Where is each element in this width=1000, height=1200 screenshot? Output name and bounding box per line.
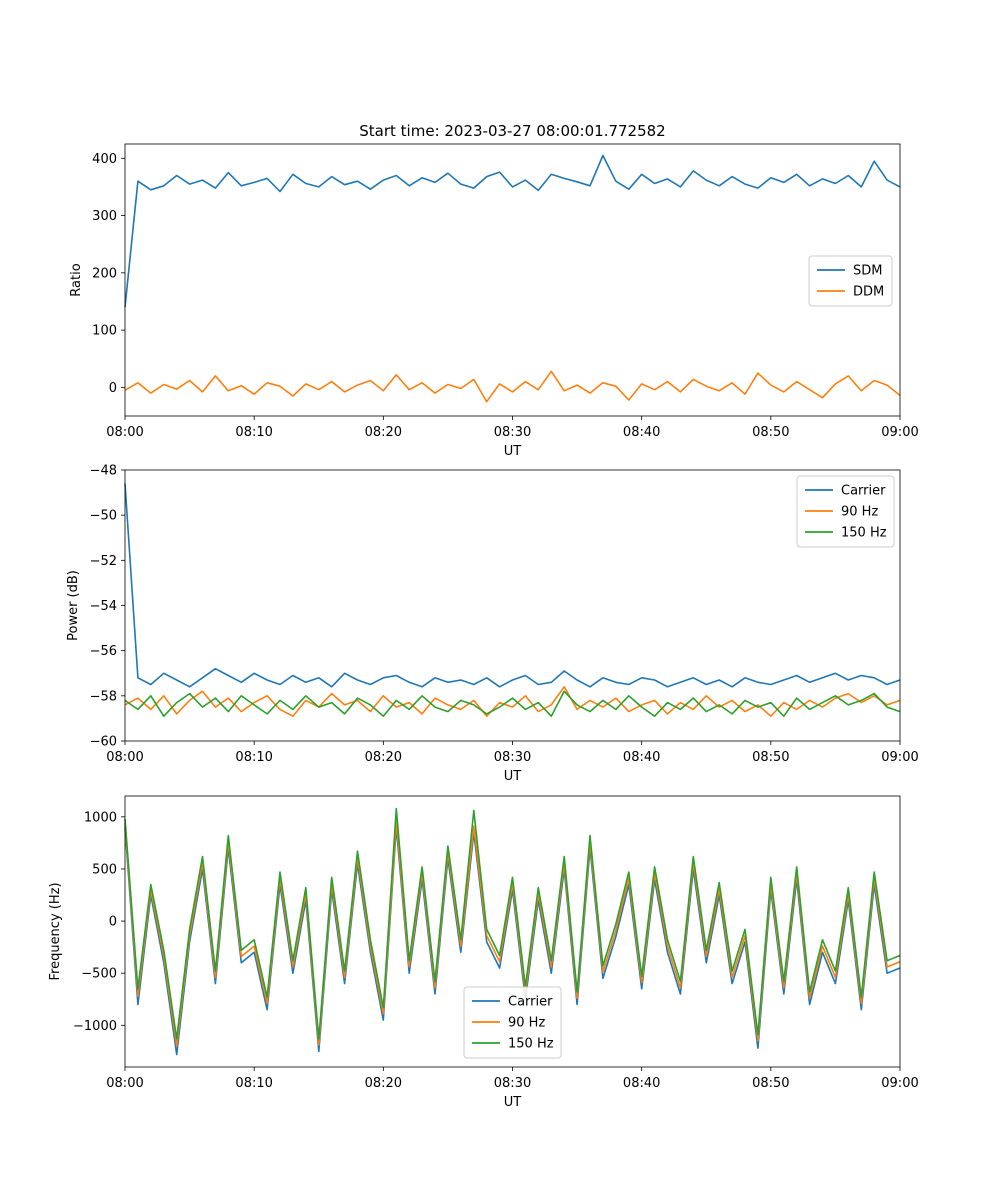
- x-tick-label: 08:00: [106, 1076, 143, 1091]
- x-axis-label: UT: [504, 444, 522, 459]
- y-tick-label: −58: [90, 689, 117, 704]
- legend-label: 150 Hz: [508, 1037, 554, 1052]
- y-tick-label: 500: [92, 862, 117, 877]
- legend-label: Carrier: [841, 484, 886, 499]
- y-axis-label: Frequency (Hz): [48, 882, 63, 980]
- y-tick-label: 200: [92, 266, 117, 281]
- chart-2: 08:00 08:10 08:20 08:30 08:40 08:50 09:00 −60 −5…: [66, 464, 919, 785]
- x-tick-label: 09:00: [881, 750, 918, 765]
- chart-title: Start time: 2023-03-27 08:00:01.772582: [359, 122, 665, 140]
- y-tick-label: 400: [92, 152, 117, 167]
- x-tick-label: 08:40: [623, 750, 660, 765]
- series-line-ddm: [124, 370, 901, 403]
- x-tick-label: 08:20: [365, 425, 402, 440]
- y-tick-label: −54: [90, 599, 117, 614]
- x-axis-label: UT: [504, 1095, 522, 1110]
- legend: SDM DDM: [808, 255, 893, 307]
- y-tick-label: −48: [90, 464, 117, 479]
- x-tick-label: 08:40: [623, 425, 660, 440]
- y-tick-label: −56: [90, 644, 117, 659]
- x-axis-label: UT: [504, 769, 522, 784]
- legend: Carrier 90 Hz 150 Hz: [796, 475, 895, 548]
- chart-1: 08:00 08:10 08:20 08:30 08:40 08:50 09:00 0 100 2…: [69, 122, 919, 459]
- y-tick-label: −52: [90, 554, 117, 569]
- legend-label: 90 Hz: [508, 1016, 545, 1031]
- legend-box: [463, 986, 562, 1059]
- series-line-carrier: [124, 483, 901, 688]
- y-axis-label: Ratio: [69, 263, 84, 296]
- legend-label: Carrier: [508, 995, 553, 1010]
- x-tick-label: 09:00: [881, 425, 918, 440]
- x-tick-label: 08:00: [106, 750, 143, 765]
- chart-3: 08:00 08:10 08:20 08:30 08:40 08:50 09:00 −1000…: [48, 795, 919, 1110]
- series-line-90-hz: [124, 685, 901, 718]
- x-tick-label: 08:30: [494, 425, 531, 440]
- y-tick-label: −500: [81, 967, 117, 982]
- y-tick-label: −60: [90, 735, 117, 750]
- x-tick-label: 08:50: [752, 425, 789, 440]
- x-tick-label: 08:10: [235, 750, 272, 765]
- x-tick-label: 09:00: [881, 1076, 918, 1091]
- legend-label: 90 Hz: [841, 505, 878, 520]
- legend-label: 150 Hz: [841, 526, 887, 541]
- y-tick-label: −50: [90, 509, 117, 524]
- legend-label: SDM: [853, 264, 882, 279]
- legend-box: [808, 255, 893, 307]
- series-line-150-hz: [124, 807, 901, 1040]
- x-tick-label: 08:30: [494, 750, 531, 765]
- y-tick-label: −1000: [73, 1019, 117, 1034]
- x-tick-label: 08:10: [235, 1076, 272, 1091]
- y-tick-label: 0: [109, 381, 117, 396]
- x-tick-label: 08:50: [752, 1076, 789, 1091]
- x-tick-label: 08:00: [106, 425, 143, 440]
- x-tick-label: 08:10: [235, 425, 272, 440]
- series-line-150-hz: [124, 690, 901, 718]
- legend: Carrier 90 Hz 150 Hz: [463, 986, 562, 1059]
- x-tick-label: 08:20: [365, 1076, 402, 1091]
- x-tick-label: 08:30: [494, 1076, 531, 1091]
- series-line-sdm: [124, 154, 901, 308]
- y-tick-label: 300: [92, 209, 117, 224]
- plot-frame: [124, 469, 901, 742]
- legend-label: DDM: [853, 285, 884, 300]
- y-axis-label: Power (dB): [66, 570, 81, 641]
- y-tick-label: 0: [109, 915, 117, 930]
- x-tick-label: 08:40: [623, 1076, 660, 1091]
- x-tick-label: 08:20: [365, 750, 402, 765]
- y-tick-label: 1000: [84, 810, 117, 825]
- x-tick-label: 08:50: [752, 750, 789, 765]
- legend-box: [796, 475, 895, 548]
- y-tick-label: 100: [92, 324, 117, 339]
